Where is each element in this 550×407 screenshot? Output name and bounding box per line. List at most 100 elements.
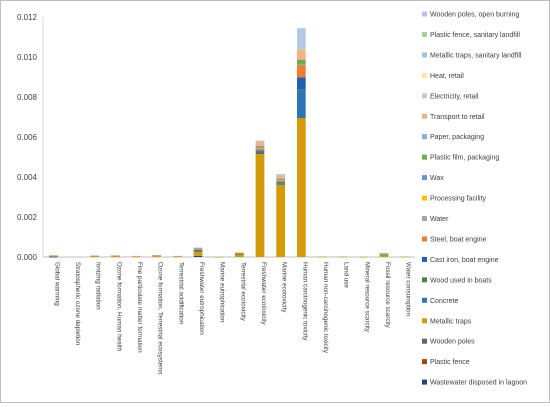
bar-segment xyxy=(296,49,306,51)
legend-swatch xyxy=(422,318,427,324)
legend-swatch xyxy=(422,134,427,140)
category-label: Stratospheric ozone depletion xyxy=(74,262,81,346)
bar-segment xyxy=(276,178,286,180)
bar-segment xyxy=(255,151,265,153)
bar-segment xyxy=(193,248,203,250)
y-tick-label: 0.012 xyxy=(17,13,38,22)
legend-label: Heat, retail xyxy=(430,73,464,80)
bar-segment xyxy=(255,147,265,149)
bar-segment xyxy=(255,141,265,142)
category-label: Human non-carcinogenic toxicity xyxy=(322,262,329,354)
legend-swatch xyxy=(422,113,427,119)
legend-swatch xyxy=(422,216,427,221)
bar-segment xyxy=(358,256,368,258)
bar-segment xyxy=(110,256,120,257)
legend-label: Concrete xyxy=(430,298,459,305)
legend-label: Wax xyxy=(430,175,444,182)
y-tick-label: 0.008 xyxy=(17,93,38,102)
legend-label: Metallic traps, sanitary landfill xyxy=(430,52,522,59)
legend-swatch xyxy=(422,154,427,160)
bar-segment xyxy=(276,184,286,185)
bar-segment xyxy=(255,148,265,151)
legend-label: Plastic fence, sanitary landfill xyxy=(430,32,520,39)
bars xyxy=(48,28,410,258)
bar-segment xyxy=(379,254,389,255)
bar-segment xyxy=(296,50,306,60)
bar-segment xyxy=(193,251,203,256)
bar-segment xyxy=(193,251,203,252)
bar-segment xyxy=(172,255,182,257)
bar-segment xyxy=(276,175,286,179)
bar-segment xyxy=(255,148,265,149)
legend-label: Wooden poles, open burning xyxy=(430,12,519,19)
bar-segment xyxy=(255,154,265,257)
bar-segment xyxy=(234,253,244,255)
bar-segment xyxy=(296,49,306,50)
bar-segment xyxy=(379,253,389,254)
legend-swatch xyxy=(422,31,427,37)
bar-segment xyxy=(48,255,58,256)
category-label: Freshwater eutrophication xyxy=(198,262,205,335)
category-label: Mineral resource scarcity xyxy=(363,262,370,333)
bar-segment xyxy=(193,247,203,248)
category-label: Fossil resource scarcity xyxy=(384,262,391,329)
legend-label: Plastic film, packaging xyxy=(430,155,499,162)
bar-segment xyxy=(317,256,327,258)
bar-segment xyxy=(255,150,265,152)
bar-segment xyxy=(296,64,306,65)
category-label: Terrestrial acidification xyxy=(177,262,184,325)
legend-swatch xyxy=(422,379,427,385)
legend-label: Paper, packaging xyxy=(430,134,484,141)
category-labels: Global warming Stratospheric ozone deplet… xyxy=(53,262,411,375)
legend-swatch xyxy=(422,11,427,17)
category-label: Fine particulate matter formation xyxy=(136,262,143,353)
bar-segment xyxy=(193,250,203,252)
legend-label: Wastewater disposed in lagoon xyxy=(430,380,527,387)
bar-segment xyxy=(276,183,286,185)
legend-label: Wooden poles xyxy=(430,339,475,346)
category-label: Marine ecotoxicity xyxy=(281,262,288,313)
legend-label: Wood used in boats xyxy=(430,277,492,284)
bar-segment xyxy=(152,255,162,256)
category-label: Human carcinogenic toxicity xyxy=(301,262,308,341)
legend-label: Processing facility xyxy=(430,196,487,203)
legend-swatch xyxy=(422,72,427,78)
category-label: Water consumption xyxy=(405,262,412,317)
bar-segment xyxy=(214,256,224,258)
bar-segment xyxy=(255,147,265,148)
bar-segment xyxy=(276,185,286,257)
bar-segment xyxy=(296,64,306,65)
bar-segment xyxy=(110,255,120,257)
bar-segment xyxy=(338,256,348,258)
legend-label: Water xyxy=(430,216,449,223)
bar-segment xyxy=(276,179,286,181)
legend-swatch xyxy=(422,175,427,181)
legend-swatch xyxy=(422,52,427,58)
bar-segment xyxy=(255,153,265,154)
category-label: Terrestrial ecotoxicity xyxy=(239,262,246,322)
category-label: Land use xyxy=(343,262,350,288)
bar-segment xyxy=(193,249,203,251)
bar-segment xyxy=(234,254,244,257)
legend-label: Metallic traps xyxy=(430,318,472,325)
bar-segment xyxy=(276,182,286,184)
bar-segment xyxy=(276,180,286,181)
bar-segment xyxy=(296,59,306,60)
bar-segment xyxy=(296,28,306,49)
bar-segment xyxy=(255,142,265,146)
bar-segment xyxy=(193,248,203,249)
bar-segment xyxy=(276,174,286,175)
bar-segment xyxy=(255,140,265,142)
legend-swatch xyxy=(422,277,427,283)
category-label: Global warming xyxy=(53,262,60,306)
bar-segment xyxy=(234,252,244,253)
category-label: Ionizing radiation xyxy=(95,262,102,310)
bar-segment xyxy=(276,174,286,175)
bar-segment xyxy=(379,255,389,257)
y-tick-label: 0.006 xyxy=(17,133,38,142)
category-label: Ozone formation, Terrestrial ecosystems xyxy=(157,262,164,375)
bar-segment xyxy=(255,146,265,147)
legend-label: Cast iron, boat engine xyxy=(430,257,499,264)
